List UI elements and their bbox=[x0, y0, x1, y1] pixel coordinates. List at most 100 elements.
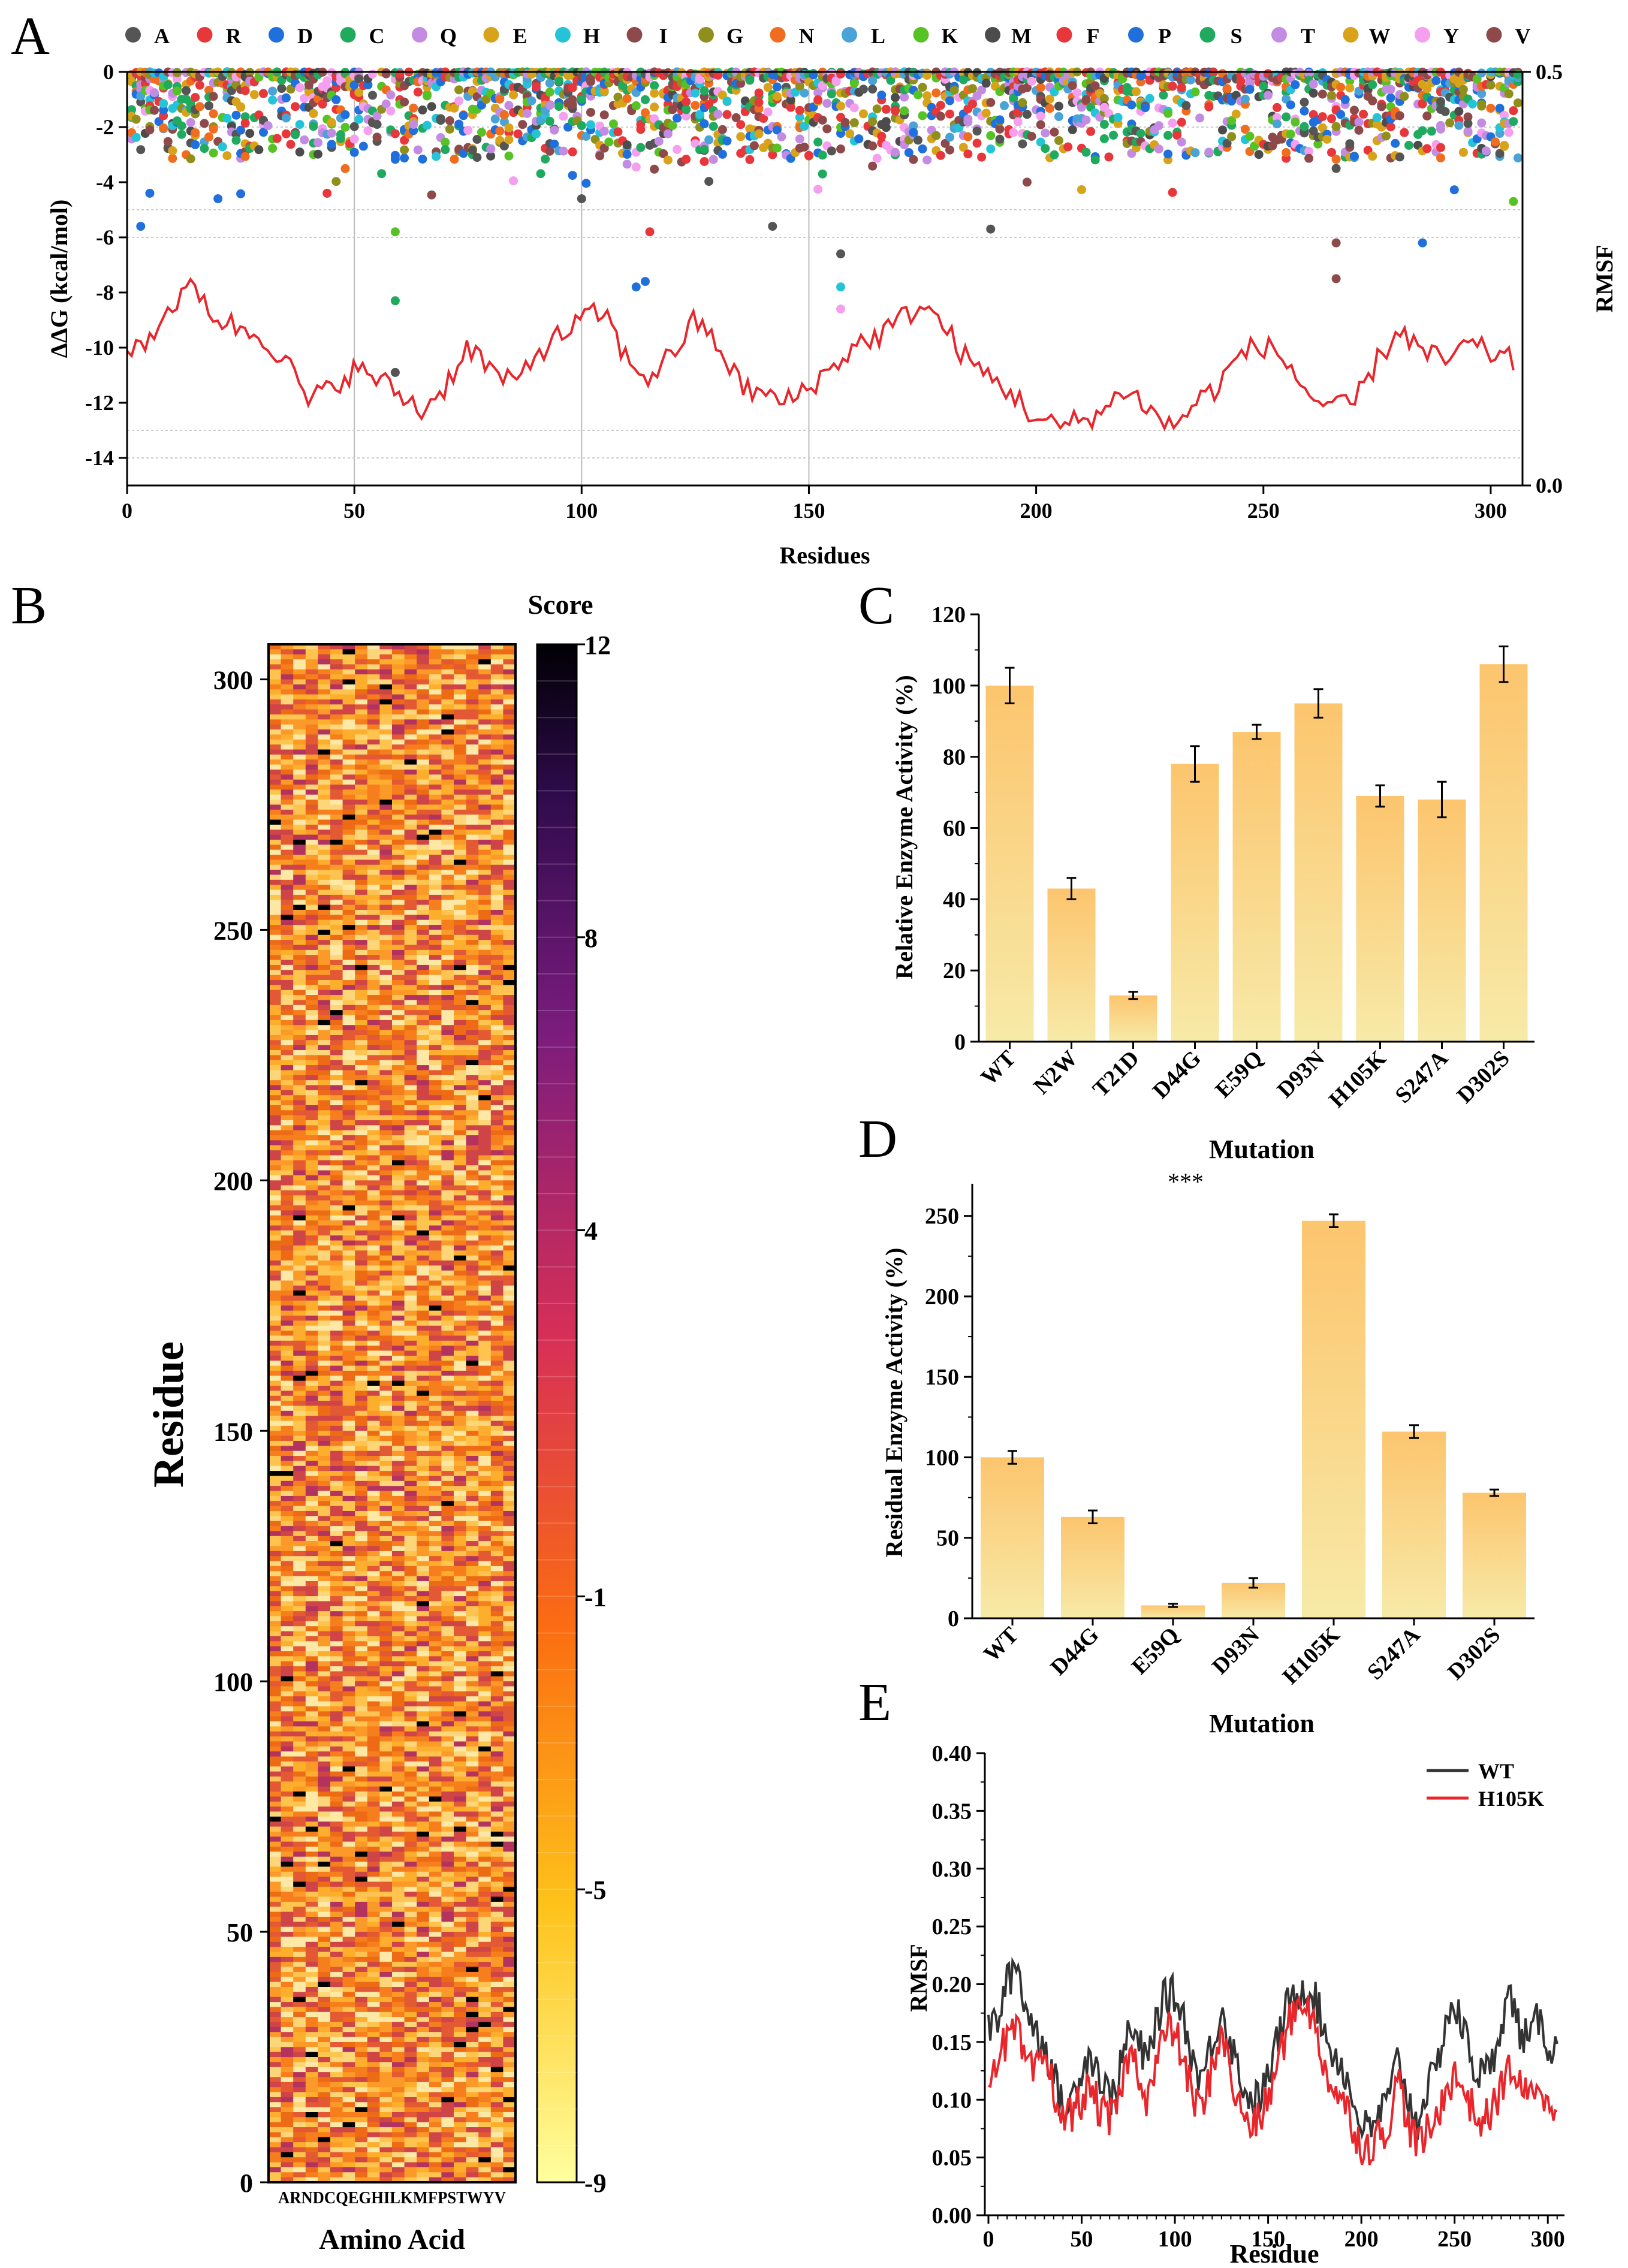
ddg-point bbox=[795, 134, 804, 144]
heatmap-cell bbox=[330, 940, 343, 946]
heatmap-cell bbox=[441, 749, 454, 755]
ddg-point bbox=[622, 94, 632, 104]
heatmap-cell bbox=[330, 1135, 343, 1141]
heatmap-cell bbox=[367, 654, 380, 660]
heatmap-cell bbox=[379, 1085, 393, 1091]
ddg-point bbox=[595, 151, 605, 161]
heatmap-cell bbox=[392, 719, 405, 725]
heatmap-cell bbox=[490, 859, 504, 865]
heatmap-cell bbox=[478, 909, 492, 915]
heatmap-cell bbox=[417, 1125, 430, 1131]
heatmap-cell bbox=[454, 1170, 467, 1176]
heatmap-cell bbox=[503, 785, 516, 790]
heatmap-cell bbox=[293, 859, 306, 865]
heatmap-cell bbox=[269, 870, 282, 876]
heatmap-cell bbox=[478, 1080, 492, 1086]
heatmap-cell bbox=[454, 1085, 467, 1091]
heatmap-cell bbox=[330, 779, 343, 785]
heatmap-cell bbox=[466, 1255, 479, 1261]
heatmap-cell bbox=[417, 764, 430, 770]
heatmap-cell bbox=[269, 960, 282, 966]
heatmap-cell bbox=[367, 684, 380, 690]
heatmap-cell bbox=[367, 819, 380, 825]
ddg-point bbox=[1436, 143, 1446, 152]
heatmap-cell bbox=[355, 1155, 368, 1161]
heatmap-cell bbox=[441, 855, 454, 861]
heatmap-cell bbox=[269, 669, 282, 675]
panel-a-y-tick-label: -4 bbox=[96, 170, 114, 194]
ddg-point bbox=[177, 129, 186, 139]
heatmap-cell bbox=[404, 1225, 417, 1231]
heatmap-cell bbox=[417, 724, 430, 730]
heatmap-cell bbox=[318, 1165, 331, 1171]
heatmap-cell bbox=[305, 1255, 318, 1261]
heatmap-cell bbox=[478, 1095, 492, 1101]
heatmap-cell bbox=[342, 1120, 355, 1126]
heatmap-cell bbox=[293, 864, 306, 870]
heatmap-cell bbox=[490, 1145, 504, 1151]
heatmap-cell bbox=[404, 915, 417, 921]
heatmap-cell bbox=[293, 1020, 306, 1026]
heatmap-cell bbox=[466, 879, 479, 885]
ddg-point bbox=[409, 103, 418, 113]
heatmap-cell bbox=[454, 794, 467, 800]
heatmap-cell bbox=[392, 1235, 405, 1241]
heatmap-cell bbox=[454, 749, 467, 755]
heatmap-cell bbox=[417, 1140, 430, 1146]
heatmap-cell bbox=[478, 915, 492, 921]
heatmap-cell bbox=[355, 1280, 368, 1286]
ddg-point bbox=[177, 121, 186, 131]
heatmap-cell bbox=[305, 754, 318, 760]
ddg-point bbox=[1018, 139, 1027, 149]
heatmap-cell bbox=[404, 1285, 417, 1291]
heatmap-cell bbox=[355, 694, 368, 700]
heatmap-cell bbox=[318, 804, 331, 810]
heatmap-cell bbox=[466, 815, 479, 821]
heatmap-cell bbox=[404, 779, 417, 785]
heatmap-cell bbox=[293, 694, 306, 700]
ddg-point bbox=[1513, 98, 1523, 108]
heatmap-cell bbox=[330, 1140, 343, 1146]
heatmap-cell bbox=[355, 1170, 368, 1176]
heatmap-cell bbox=[454, 1035, 467, 1040]
heatmap-cell bbox=[490, 864, 504, 870]
heatmap-cell bbox=[503, 1115, 516, 1121]
heatmap-cell bbox=[490, 744, 504, 750]
heatmap-cell bbox=[342, 885, 355, 891]
heatmap-cell bbox=[441, 654, 454, 660]
heatmap-cell bbox=[355, 1140, 368, 1146]
panel-a-gridlines bbox=[127, 72, 1523, 485]
heatmap-cell bbox=[441, 739, 454, 745]
ddg-point bbox=[813, 137, 823, 147]
heatmap-cell bbox=[342, 704, 355, 710]
ddg-point bbox=[995, 124, 1005, 134]
heatmap-cell bbox=[454, 1015, 467, 1021]
heatmap-cell bbox=[318, 1140, 331, 1146]
heatmap-cell bbox=[392, 1160, 405, 1166]
ddg-point bbox=[981, 108, 991, 118]
heatmap-cell bbox=[429, 849, 442, 855]
heatmap-cell bbox=[404, 1005, 417, 1011]
heatmap-cell bbox=[490, 1110, 504, 1116]
heatmap-cell bbox=[281, 669, 294, 675]
heatmap-cell bbox=[454, 1290, 467, 1296]
heatmap-cell bbox=[305, 769, 318, 775]
heatmap-cell bbox=[466, 945, 479, 951]
heatmap-cell bbox=[342, 1080, 355, 1086]
heatmap-cell bbox=[269, 919, 282, 925]
heatmap-cell bbox=[503, 1030, 516, 1036]
heatmap-cell bbox=[293, 1265, 306, 1271]
heatmap-cell bbox=[417, 1230, 430, 1236]
heatmap-cell bbox=[330, 919, 343, 925]
heatmap-cell bbox=[318, 1045, 331, 1051]
heatmap-cell bbox=[330, 1080, 343, 1086]
heatmap-cell bbox=[305, 1240, 318, 1246]
ddg-point bbox=[195, 102, 204, 111]
heatmap-cell bbox=[404, 1125, 417, 1131]
heatmap-cell bbox=[318, 964, 331, 970]
heatmap-cell bbox=[379, 985, 393, 991]
heatmap-cell bbox=[355, 1130, 368, 1136]
heatmap-cell bbox=[318, 859, 331, 865]
heatmap-cell bbox=[342, 719, 355, 725]
ddg-point bbox=[1104, 152, 1114, 162]
